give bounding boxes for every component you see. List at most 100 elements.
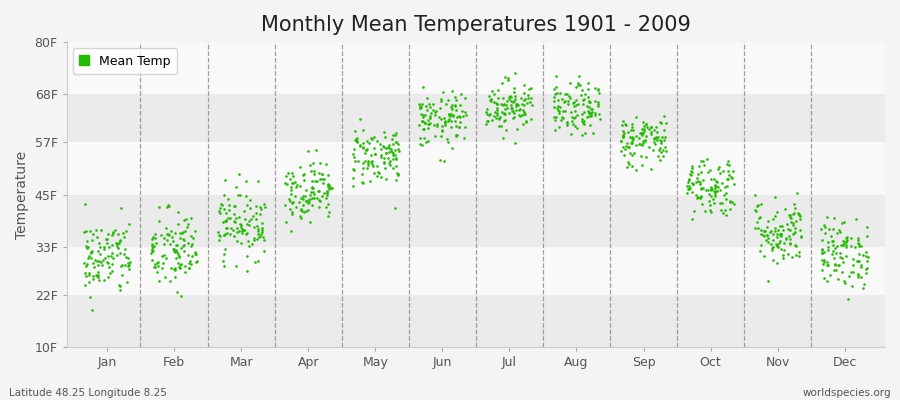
Point: [370, 138, 384, 144]
Point: [389, 177, 403, 184]
Point: [836, 259, 850, 265]
Point: [176, 242, 191, 248]
Point: [101, 231, 115, 237]
Point: [312, 196, 327, 203]
Point: [842, 273, 857, 279]
Point: [852, 251, 867, 258]
Point: [482, 93, 497, 99]
Point: [439, 101, 454, 107]
Point: [163, 278, 177, 285]
Point: [185, 252, 200, 259]
Point: [749, 208, 763, 214]
Point: [172, 264, 186, 270]
Point: [773, 231, 788, 238]
Point: [709, 188, 724, 194]
Point: [426, 101, 440, 108]
Point: [504, 98, 518, 104]
Point: [348, 137, 363, 143]
Point: [284, 211, 299, 217]
Point: [302, 200, 316, 206]
Point: [765, 246, 779, 253]
Point: [170, 242, 184, 248]
Point: [187, 251, 202, 258]
Point: [826, 238, 841, 245]
Point: [321, 185, 336, 192]
Point: [826, 254, 841, 261]
Point: [844, 283, 859, 289]
Point: [850, 234, 865, 241]
Point: [495, 135, 509, 142]
Point: [562, 80, 577, 86]
Point: [483, 97, 498, 104]
Point: [577, 96, 591, 103]
Point: [638, 154, 652, 160]
Point: [500, 105, 514, 111]
Point: [493, 114, 508, 120]
Point: [847, 244, 861, 250]
Point: [753, 214, 768, 220]
Point: [250, 178, 265, 185]
Point: [177, 217, 192, 224]
Point: [296, 172, 310, 178]
Point: [504, 105, 518, 112]
Point: [831, 262, 845, 268]
Point: [356, 165, 371, 172]
Point: [293, 164, 308, 170]
Point: [282, 196, 296, 202]
Point: [299, 186, 313, 193]
Point: [555, 96, 570, 102]
Point: [217, 192, 231, 198]
Point: [704, 184, 718, 191]
Point: [418, 112, 432, 118]
Point: [704, 209, 718, 216]
Point: [788, 229, 802, 235]
Point: [852, 242, 867, 249]
Point: [186, 235, 201, 242]
Point: [525, 102, 539, 108]
Point: [382, 145, 396, 151]
Point: [175, 230, 189, 236]
Point: [590, 101, 605, 108]
Point: [112, 237, 127, 244]
Point: [255, 225, 269, 231]
Point: [576, 120, 590, 126]
Point: [413, 140, 428, 147]
Point: [634, 126, 649, 132]
Point: [567, 102, 581, 109]
Point: [174, 260, 188, 267]
Point: [305, 178, 320, 184]
Point: [752, 201, 766, 208]
Point: [479, 120, 493, 127]
Point: [247, 235, 261, 241]
Point: [96, 246, 111, 252]
Point: [174, 262, 188, 268]
Point: [169, 242, 184, 248]
Point: [652, 146, 666, 153]
Point: [724, 174, 738, 180]
Point: [839, 253, 853, 260]
Point: [724, 199, 739, 206]
Point: [508, 103, 523, 109]
Point: [283, 198, 297, 204]
Point: [166, 246, 180, 252]
Point: [110, 242, 124, 249]
Point: [771, 243, 786, 250]
Point: [821, 262, 835, 268]
Point: [324, 184, 338, 191]
Point: [168, 273, 183, 280]
Point: [687, 208, 701, 215]
Point: [842, 296, 856, 302]
Point: [445, 124, 459, 130]
Point: [774, 233, 788, 240]
Point: [76, 229, 91, 236]
Point: [111, 245, 125, 251]
Point: [510, 126, 525, 132]
Point: [306, 160, 320, 167]
Point: [508, 96, 522, 102]
Point: [86, 272, 100, 279]
Point: [585, 106, 599, 113]
Point: [770, 260, 784, 267]
Point: [378, 165, 392, 171]
Point: [379, 145, 393, 151]
Point: [789, 190, 804, 197]
